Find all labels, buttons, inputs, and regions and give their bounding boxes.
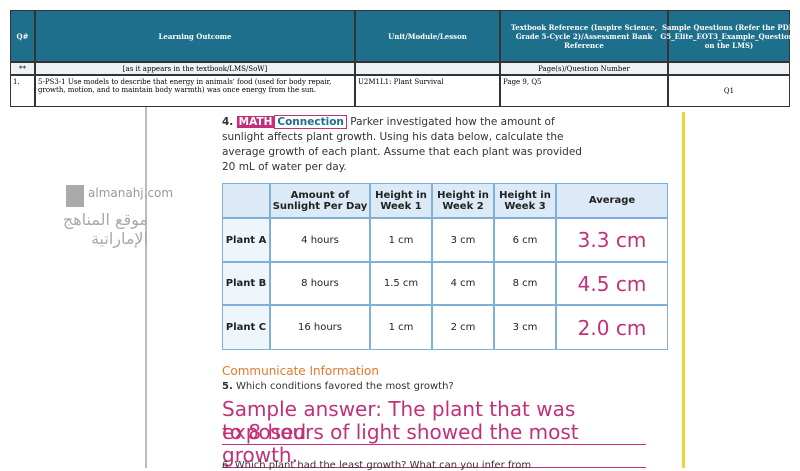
row-cell: Q1 xyxy=(668,75,790,107)
table-cell: 1 cm xyxy=(370,305,432,350)
table-cell: 8 cm xyxy=(494,262,556,305)
corner-cell xyxy=(222,183,270,218)
watermark-logo xyxy=(66,185,84,207)
average: 2.0 cm xyxy=(556,305,668,350)
table-cell: 6 cm xyxy=(494,218,556,262)
table-cell: 1 cm xyxy=(370,218,432,262)
guide-cell: [as it appears in the textbook/LMS/SoW] xyxy=(35,62,355,75)
answer-line: Sample answer: The plant that was expose… xyxy=(222,398,646,445)
header-cell: Sample Questions (Refer the PDF: G5_Elit… xyxy=(660,10,798,62)
table-cell: 2 cm xyxy=(432,305,494,350)
guide-cell: ** xyxy=(10,62,35,75)
table-cell: Plant C xyxy=(222,305,270,350)
answer-line: to 8 hours of light showed the most grow… xyxy=(222,421,646,468)
header-cell: Q# xyxy=(10,10,35,62)
connection-tag: Connection xyxy=(274,115,347,129)
header-cell: Unit/Module/Lesson xyxy=(355,10,500,62)
column-header: Height in Week 1 xyxy=(370,183,432,218)
number: 4. xyxy=(222,116,234,128)
question-text: Parker investigated how the amount of su… xyxy=(222,116,582,173)
page-edge xyxy=(145,107,147,468)
row-cell: 5-PS3-1 Use models to describe that ener… xyxy=(35,75,355,107)
average: 4.5 cm xyxy=(556,262,668,305)
table-cell: 4 hours xyxy=(270,218,370,262)
column-header: Height in Week 2 xyxy=(432,183,494,218)
column-header: Average xyxy=(556,183,668,218)
column-header: Amount of Sunlight Per Day xyxy=(270,183,370,218)
table-cell: Plant A xyxy=(222,218,270,262)
watermark-text: almanahj.com xyxy=(88,186,174,200)
table-cell: 3 cm xyxy=(494,305,556,350)
guide-cell: Page(s)/Question Number xyxy=(500,62,668,75)
table-cell: Plant B xyxy=(222,262,270,305)
header-cell: Textbook Reference (Inspire Science, Gra… xyxy=(500,10,668,62)
table-cell: 1.5 cm xyxy=(370,262,432,305)
math-tag: MATH xyxy=(236,116,275,128)
section-title: Communicate Information xyxy=(222,364,379,378)
row-cell: 1. xyxy=(10,75,35,107)
watermark-text: موقع المناهج الإماراتية xyxy=(62,210,148,248)
average: 3.3 cm xyxy=(556,218,668,262)
guide-cell xyxy=(355,62,500,75)
table-cell: 16 hours xyxy=(270,305,370,350)
column-header: Height in Week 3 xyxy=(494,183,556,218)
margin-line xyxy=(682,112,685,468)
number: 5. xyxy=(222,381,233,392)
question-text: Which conditions favored the most growth… xyxy=(235,381,454,392)
header-cell: Learning Outcome xyxy=(35,10,355,62)
row-cell: U2M1L1: Plant Survival xyxy=(355,75,500,107)
question-text: 6. Which plant had the least growth? Wha… xyxy=(222,460,532,471)
guide-cell xyxy=(668,62,790,75)
question-4: 4. MATH Connection Parker investigated ho… xyxy=(222,115,582,175)
table-cell: 8 hours xyxy=(270,262,370,305)
row-cell: Page 9, Q5 xyxy=(500,75,668,107)
table-cell: 3 cm xyxy=(432,218,494,262)
table-cell: 4 cm xyxy=(432,262,494,305)
